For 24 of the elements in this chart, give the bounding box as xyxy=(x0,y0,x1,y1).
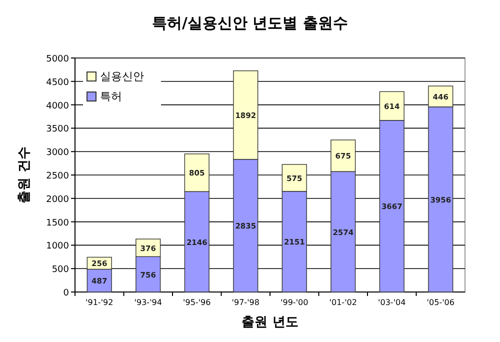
y-tick-label: 4500 xyxy=(46,78,70,88)
y-tick-label: 1000 xyxy=(46,242,70,252)
x-tick-label: '93-'94 xyxy=(134,298,162,307)
x-tick-label: '95-'96 xyxy=(183,298,211,307)
y-axis-title: 출원 건수 xyxy=(17,146,32,204)
y-tick-label: 3500 xyxy=(46,124,70,135)
x-tick-label: '05-'06 xyxy=(426,298,454,307)
y-tick-label: 1500 xyxy=(46,218,70,228)
x-tick-label: '91-'92 xyxy=(86,298,114,307)
y-tick-label: 0 xyxy=(63,288,70,298)
chart-title: 특허/실용신안 년도별 출원수 xyxy=(152,14,348,32)
y-tick-label: 3000 xyxy=(46,148,70,158)
x-tick-label: '03-'04 xyxy=(378,298,406,307)
y-tick-label: 2500 xyxy=(46,172,70,182)
y-tick-label: 500 xyxy=(52,265,70,276)
y-tick-label: 2000 xyxy=(46,194,70,205)
x-axis-title: 출원 년도 xyxy=(242,315,298,330)
y-tick-label: 5000 xyxy=(46,54,70,64)
x-tick-label: '97-'98 xyxy=(232,298,260,307)
legend-label: 실용신안 xyxy=(100,70,144,83)
y-tick-label: 4000 xyxy=(46,101,70,112)
x-tick-label: '99-'00 xyxy=(280,298,308,307)
x-tick-label: '01-'02 xyxy=(329,298,357,307)
legend-label: 특허 xyxy=(100,90,122,103)
